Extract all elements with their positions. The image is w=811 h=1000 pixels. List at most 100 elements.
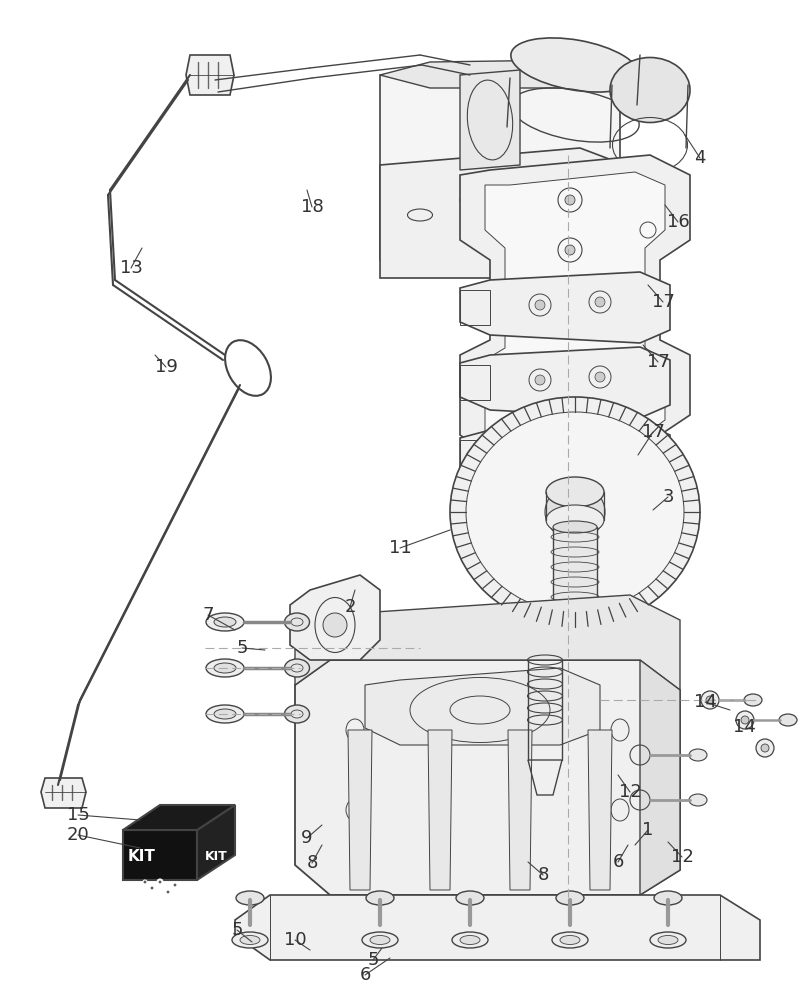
Polygon shape xyxy=(552,527,596,657)
Ellipse shape xyxy=(362,932,397,948)
Circle shape xyxy=(534,375,544,385)
Ellipse shape xyxy=(653,891,681,905)
Ellipse shape xyxy=(456,891,483,905)
Ellipse shape xyxy=(689,794,706,806)
Ellipse shape xyxy=(466,412,683,612)
Text: 10: 10 xyxy=(283,931,306,949)
Ellipse shape xyxy=(560,935,579,944)
Text: KIT: KIT xyxy=(204,850,227,863)
Circle shape xyxy=(564,195,574,205)
Ellipse shape xyxy=(649,932,685,948)
Polygon shape xyxy=(290,575,380,660)
Ellipse shape xyxy=(689,749,706,761)
Circle shape xyxy=(594,447,604,457)
Circle shape xyxy=(534,300,544,310)
Ellipse shape xyxy=(214,617,236,627)
Circle shape xyxy=(755,739,773,757)
Circle shape xyxy=(174,884,176,886)
Polygon shape xyxy=(380,60,620,275)
Text: 2: 2 xyxy=(344,598,355,616)
Circle shape xyxy=(151,887,152,889)
Text: 19: 19 xyxy=(154,358,178,376)
Circle shape xyxy=(143,880,147,884)
Circle shape xyxy=(323,613,346,637)
Ellipse shape xyxy=(284,705,309,723)
Polygon shape xyxy=(380,60,620,88)
Ellipse shape xyxy=(609,58,689,123)
Text: 13: 13 xyxy=(119,259,142,277)
Circle shape xyxy=(594,372,604,382)
Ellipse shape xyxy=(284,659,309,677)
Polygon shape xyxy=(294,595,679,690)
Polygon shape xyxy=(639,660,679,895)
Ellipse shape xyxy=(544,485,604,540)
Text: 17: 17 xyxy=(646,353,668,371)
Polygon shape xyxy=(294,660,679,895)
Text: 14: 14 xyxy=(732,718,754,736)
Polygon shape xyxy=(122,805,234,830)
Text: 14: 14 xyxy=(693,693,715,711)
Ellipse shape xyxy=(232,932,268,948)
Polygon shape xyxy=(587,730,611,890)
Ellipse shape xyxy=(284,613,309,631)
Ellipse shape xyxy=(510,38,638,92)
Polygon shape xyxy=(197,805,234,880)
Polygon shape xyxy=(460,272,669,343)
Ellipse shape xyxy=(214,663,236,673)
Text: 6: 6 xyxy=(359,966,371,984)
Text: 11: 11 xyxy=(388,539,411,557)
Polygon shape xyxy=(186,55,234,95)
Text: 8: 8 xyxy=(306,854,317,872)
Ellipse shape xyxy=(556,891,583,905)
Ellipse shape xyxy=(370,935,389,944)
Ellipse shape xyxy=(552,521,596,533)
Polygon shape xyxy=(380,148,624,278)
Polygon shape xyxy=(460,347,669,418)
Polygon shape xyxy=(234,895,759,960)
Ellipse shape xyxy=(236,891,264,905)
Ellipse shape xyxy=(214,709,236,719)
Ellipse shape xyxy=(551,932,587,948)
Circle shape xyxy=(705,696,713,704)
Polygon shape xyxy=(460,70,519,170)
Text: 18: 18 xyxy=(300,198,323,216)
Polygon shape xyxy=(508,730,531,890)
Circle shape xyxy=(534,450,544,460)
Text: 12: 12 xyxy=(670,848,693,866)
Circle shape xyxy=(165,890,169,894)
Ellipse shape xyxy=(206,659,243,677)
Text: 3: 3 xyxy=(662,488,673,506)
Text: 9: 9 xyxy=(301,829,312,847)
Polygon shape xyxy=(427,730,452,890)
Text: 16: 16 xyxy=(666,213,689,231)
Text: 6: 6 xyxy=(611,853,623,871)
Text: 5: 5 xyxy=(367,951,378,969)
Circle shape xyxy=(159,881,161,883)
Ellipse shape xyxy=(743,694,761,706)
Text: 7: 7 xyxy=(202,606,213,624)
Text: 20: 20 xyxy=(67,826,89,844)
Polygon shape xyxy=(460,155,689,455)
Ellipse shape xyxy=(206,613,243,631)
Text: 1: 1 xyxy=(642,821,653,839)
Circle shape xyxy=(148,885,155,891)
Circle shape xyxy=(735,711,753,729)
Ellipse shape xyxy=(366,891,393,905)
Ellipse shape xyxy=(240,935,260,944)
Text: 4: 4 xyxy=(693,149,705,167)
Circle shape xyxy=(157,879,163,885)
Text: 12: 12 xyxy=(618,783,641,801)
Ellipse shape xyxy=(545,477,603,507)
Ellipse shape xyxy=(206,705,243,723)
Polygon shape xyxy=(365,668,599,745)
Ellipse shape xyxy=(778,714,796,726)
Circle shape xyxy=(740,716,748,724)
Circle shape xyxy=(700,691,718,709)
Text: KIT: KIT xyxy=(128,849,156,864)
Polygon shape xyxy=(460,422,669,493)
Polygon shape xyxy=(41,778,86,808)
Circle shape xyxy=(173,883,177,887)
Text: 17: 17 xyxy=(641,423,663,441)
Polygon shape xyxy=(122,830,197,880)
Ellipse shape xyxy=(545,505,603,535)
